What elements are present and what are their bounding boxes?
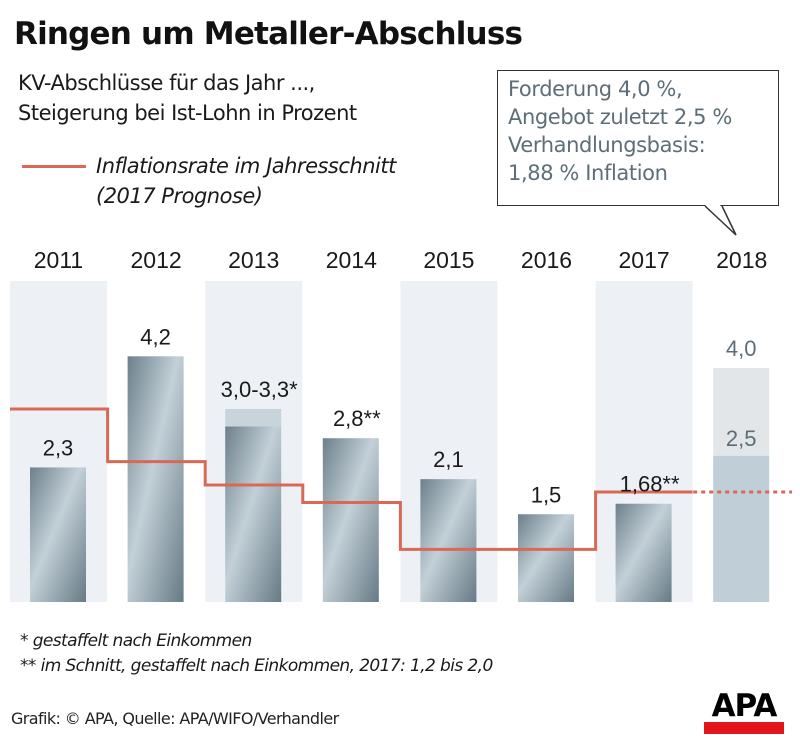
year-labels: 2011 2012 2013 2014 2015 2016 2017 2018 xyxy=(34,247,768,273)
bar-2012 xyxy=(127,356,184,602)
year-label-2017: 2017 xyxy=(619,247,670,273)
value-label-2013: 3,0-3,3* xyxy=(221,377,298,402)
subtitle-line-1: KV-Abschlüsse für das Jahr ..., xyxy=(18,71,315,95)
bar-2011 xyxy=(30,467,86,602)
apa-logo: APA xyxy=(704,688,784,734)
value-label-2017: 1,68** xyxy=(620,472,680,497)
legend-inflation-label: Inflationsrate im Jahresschnitt (2017 Pr… xyxy=(96,151,396,211)
value-label-offer-2018: 2,5 xyxy=(726,426,757,451)
legend-line-2: (2017 Prognose) xyxy=(96,184,263,208)
bar-offer-2018 xyxy=(713,455,770,602)
bars xyxy=(30,356,770,602)
bar-demand-2018 xyxy=(713,368,770,456)
inflation-line xyxy=(10,407,792,551)
legend-inflation-swatch xyxy=(22,165,86,168)
callout-line-3: Verhandlungsbasis: xyxy=(508,133,706,157)
apa-logo-red-bar xyxy=(704,722,784,734)
callout-box: Forderung 4,0 %, Angebot zuletzt 2,5 % V… xyxy=(497,70,779,206)
bar-2015 xyxy=(420,479,477,602)
chart-title: Ringen um Metaller-Abschluss xyxy=(14,16,523,52)
value-label-2015: 2,1 xyxy=(433,447,464,472)
bar-2013 xyxy=(225,426,282,602)
year-label-2018: 2018 xyxy=(716,247,767,273)
value-label-demand-2018: 4,0 xyxy=(726,336,757,361)
chart-subtitle: KV-Abschlüsse für das Jahr ..., Steigeru… xyxy=(18,68,357,128)
value-label-2012: 4,2 xyxy=(140,324,171,349)
footnote-2: ** im Schnitt, gestaffelt nach Einkommen… xyxy=(20,656,493,676)
legend-line-1: Inflationsrate im Jahresschnitt xyxy=(96,154,396,178)
subtitle-line-2: Steigerung bei Ist-Lohn in Prozent xyxy=(18,101,357,125)
footnote-1: * gestaffelt nach Einkommen xyxy=(20,631,252,651)
year-label-2014: 2014 xyxy=(326,247,377,273)
callout-line-4: 1,88 % Inflation xyxy=(508,161,668,185)
footnotes: * gestaffelt nach Einkommen ** im Schnit… xyxy=(20,629,493,679)
bar-range-2013 xyxy=(225,408,282,427)
bar-2014 xyxy=(322,438,379,602)
callout-line-2: Angebot zuletzt 2,5 % xyxy=(508,105,732,129)
source-credit: Grafik: © APA, Quelle: APA/WIFO/Verhandl… xyxy=(11,709,339,728)
value-label-2016: 1,5 xyxy=(531,482,562,507)
year-label-2013: 2013 xyxy=(228,247,279,273)
inflation-step-line xyxy=(10,407,693,551)
callout-line-1: Forderung 4,0 %, xyxy=(508,77,683,101)
year-label-2016: 2016 xyxy=(521,247,572,273)
value-labels: 2,3 4,2 3,0-3,3* 2,8** 2,1 1,5 1,68** 4,0 2,5 xyxy=(43,324,757,507)
value-label-2014: 2,8** xyxy=(333,406,381,431)
apa-logo-text: APA xyxy=(711,688,778,724)
value-label-2011: 2,3 xyxy=(43,435,74,460)
year-label-2015: 2015 xyxy=(423,247,474,273)
bar-2016 xyxy=(518,514,574,602)
bar-2017 xyxy=(615,503,672,602)
year-label-2011: 2011 xyxy=(34,247,83,273)
year-label-2012: 2012 xyxy=(131,247,182,273)
